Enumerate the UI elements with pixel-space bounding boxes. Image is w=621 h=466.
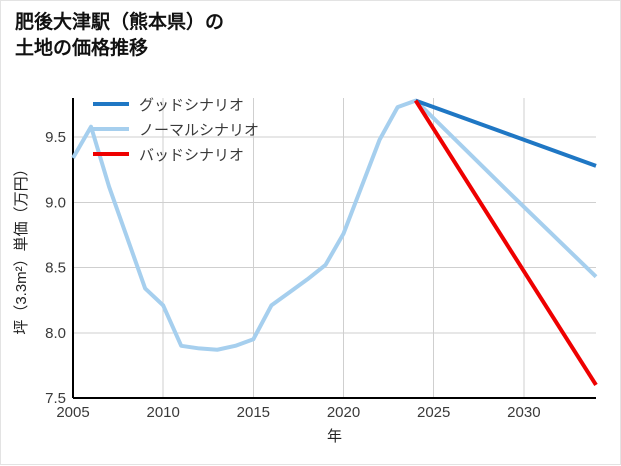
x-tick-label: 2015 — [237, 404, 270, 421]
legend-label-2: バッドシナリオ — [139, 147, 244, 164]
y-tick-label: 9.0 — [45, 194, 66, 211]
y-tick-label: 8.0 — [45, 325, 66, 342]
gridlines — [73, 98, 596, 398]
series-line-1 — [71, 98, 598, 352]
x-axis-title: 年 — [327, 428, 342, 445]
y-axis-tick-labels: 7.5 8.0 8.5 9.0 9.5 — [45, 129, 66, 407]
series-line-0 — [414, 98, 597, 168]
y-axis-title: 坪（3.3m²）単価（万円） — [13, 161, 30, 334]
y-tick-label: 9.5 — [45, 129, 66, 146]
legend-label-1: ノーマルシナリオ — [139, 122, 259, 139]
x-axis-tick-labels: 2005 2010 2015 2020 2025 2030 — [56, 404, 540, 421]
axis-titles: 年 坪（3.3m²）単価（万円） — [13, 161, 342, 445]
x-tick-label: 2005 — [56, 404, 89, 421]
y-tick-label: 7.5 — [45, 390, 66, 407]
legend-label-0: グッドシナリオ — [139, 97, 244, 114]
y-tick-label: 8.5 — [45, 260, 66, 277]
x-tick-label: 2020 — [327, 404, 360, 421]
page-title: 肥後大津駅（熊本県）の 土地の価格推移 — [15, 12, 225, 60]
axis-spines — [71, 98, 596, 400]
x-tick-label: 2025 — [417, 404, 450, 421]
x-tick-label: 2030 — [507, 404, 540, 421]
x-tick-label: 2010 — [146, 404, 179, 421]
series-line-2 — [413, 99, 598, 387]
series-lines — [71, 98, 598, 387]
